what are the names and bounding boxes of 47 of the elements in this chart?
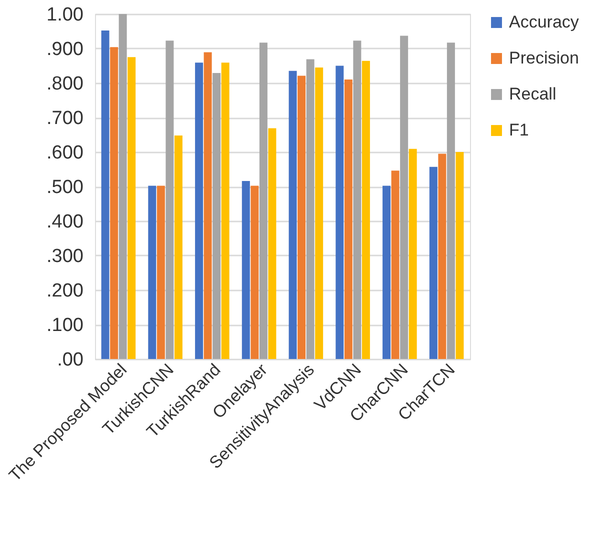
legend-label: Precision (509, 48, 579, 68)
y-tick-label: .100 (46, 315, 84, 336)
y-tick-label: .00 (57, 350, 84, 370)
bar (204, 52, 212, 359)
bar (456, 152, 464, 359)
legend-label: F1 (509, 120, 529, 140)
bar (156, 186, 165, 359)
bar (391, 170, 400, 359)
bar (306, 59, 314, 359)
y-tick-label: .200 (46, 280, 84, 302)
bar (382, 186, 391, 359)
bar (174, 135, 182, 359)
bar (110, 47, 118, 359)
bar (288, 70, 297, 359)
bar (353, 40, 362, 359)
bar (195, 62, 204, 359)
bar (259, 42, 268, 359)
legend-label: Recall (509, 84, 556, 104)
bar (221, 62, 230, 359)
bar (446, 42, 455, 359)
y-tick-label: .300 (46, 246, 84, 267)
bar (268, 128, 276, 359)
bar (148, 186, 156, 359)
bar (166, 40, 174, 359)
y-tick-label: .700 (46, 108, 84, 129)
bar (362, 60, 370, 359)
bar (429, 166, 438, 359)
bar (298, 76, 306, 359)
bar (212, 72, 221, 359)
legend-label: Accuracy (509, 12, 580, 32)
y-tick-label: .500 (46, 177, 84, 198)
bar (438, 154, 446, 359)
bar (400, 36, 408, 359)
y-tick-label: .800 (46, 74, 84, 94)
bar (408, 148, 417, 359)
bar (315, 67, 324, 359)
y-tick-label: .900 (46, 39, 84, 60)
y-tick-label: 1.00 (46, 4, 84, 26)
y-tick-label: .400 (46, 212, 84, 232)
y-tick-label: .600 (46, 142, 84, 164)
bar (101, 30, 110, 359)
bar (242, 180, 250, 359)
bar (336, 66, 344, 359)
bar (344, 80, 352, 359)
bar (118, 14, 127, 359)
bar (128, 57, 136, 359)
bar (250, 186, 259, 359)
